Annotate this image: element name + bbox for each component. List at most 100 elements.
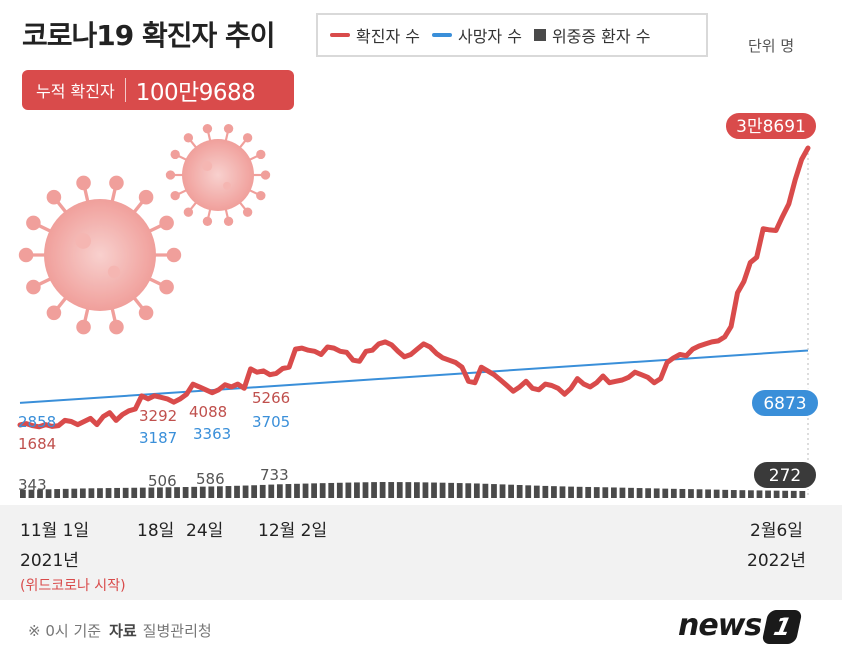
critical-bar [679,488,686,498]
critical-bar [773,490,780,498]
critical-bar [602,487,609,498]
critical-bar [585,486,592,498]
confirmed-label-24: 4088 [189,403,227,421]
critical-bar [756,490,763,498]
news1-logo-badge: 1 [761,610,803,644]
critical-bar [405,482,412,498]
critical-bar [37,489,43,498]
critical-bar [88,488,95,498]
critical-bar [730,490,737,498]
critical-bar [191,486,198,498]
critical-bar [653,488,660,498]
critical-bar [713,489,720,498]
critical-bar [414,482,420,498]
critical-bar [448,482,455,498]
legend-item-critical: 위중증 환자 수 [533,23,651,47]
x-label-with-corona: (위드코로나 시작) [20,578,126,594]
critical-bar [619,487,626,498]
legend-label-critical: 위중증 환자 수 [551,27,651,46]
critical-bar [302,483,309,498]
legend-label-deaths: 사망자 수 [457,27,522,46]
cumulative-divider [124,78,126,102]
x-label-24: 24일 [186,521,224,541]
svg-text:272: 272 [769,466,801,486]
critical-bar [611,487,617,498]
critical-bar [225,486,232,498]
critical-bar [790,490,797,498]
confirmed-label-dec2: 5266 [252,389,290,407]
critical-bar [516,485,523,498]
critical-bar [705,489,711,498]
critical-bar [593,487,600,498]
legend-label-confirmed: 확진자 수 [356,27,420,46]
critical-bar [765,490,771,498]
critical-bar [157,487,163,498]
critical-bar [748,490,754,498]
critical-bar [251,485,258,498]
critical-bar [354,482,360,498]
critical-bar [139,487,146,498]
critical-bar [431,482,437,498]
end-badge-critical: 272 [752,460,818,490]
critical-label-nov1: 343 [18,476,47,494]
critical-bar [636,488,643,498]
cumulative-label: 누적 확진자 [36,82,115,101]
critical-bar [551,486,557,498]
svg-text:6873: 6873 [763,394,806,414]
critical-bar [336,482,343,498]
critical-bar [328,482,335,498]
critical-bar [165,487,172,498]
critical-bar [208,486,215,498]
end-badge-deaths: 6873 [750,388,820,418]
end-badge-confirmed: 3만8691 [724,111,818,141]
critical-bar [533,485,540,498]
critical-bar [559,486,566,498]
source-note: ※ 0시 기준 자료 질병관리청 [28,620,212,641]
critical-bar [174,487,180,498]
critical-bar [568,486,574,498]
critical-bar [294,483,300,498]
deaths-line [19,349,809,404]
x-label-feb6: 2월6일 [750,521,803,541]
confirmed-label-18: 3292 [139,407,177,425]
critical-bar [645,488,652,498]
legend-swatch-deaths [431,33,452,37]
critical-bar [114,487,120,498]
critical-bar [45,489,52,498]
critical-label-18: 506 [148,472,177,490]
critical-label-dec2: 733 [260,466,289,484]
critical-bar [182,487,189,498]
source-name: 질병관리청 [142,622,212,640]
critical-bar [465,483,472,498]
critical-bar [285,484,292,498]
critical-bar [525,485,532,498]
critical-bar [362,482,369,498]
critical-bar [97,488,103,498]
critical-bar [499,484,506,498]
critical-bar [439,482,446,498]
critical-bar [722,489,729,498]
critical-bar [276,484,283,498]
critical-bar [28,489,35,498]
critical-bar [148,487,155,498]
death-label-nov1: 2858 [18,413,56,431]
critical-bar [456,483,463,498]
critical-bar [739,490,746,498]
legend-swatch-confirmed [330,33,350,37]
critical-bar [311,483,317,498]
x-label-2021: 2021년 [20,551,79,571]
critical-bar [782,490,789,498]
news1-logo-text: news [678,608,762,643]
critical-bar [473,483,480,498]
critical-bar [379,482,386,498]
confirmed-line [17,145,811,430]
critical-bar [662,488,669,498]
unit-label: 단위 명 [748,37,795,55]
critical-bar [62,488,69,498]
legend-swatch-critical [533,29,546,41]
critical-bar [688,489,694,498]
critical-bar [388,482,395,498]
cumulative-badge: 누적 확진자 100만9688 [22,70,294,110]
svg-text:3만8691: 3만8691 [736,117,806,137]
confirmed-label-nov1: 1684 [18,435,56,453]
